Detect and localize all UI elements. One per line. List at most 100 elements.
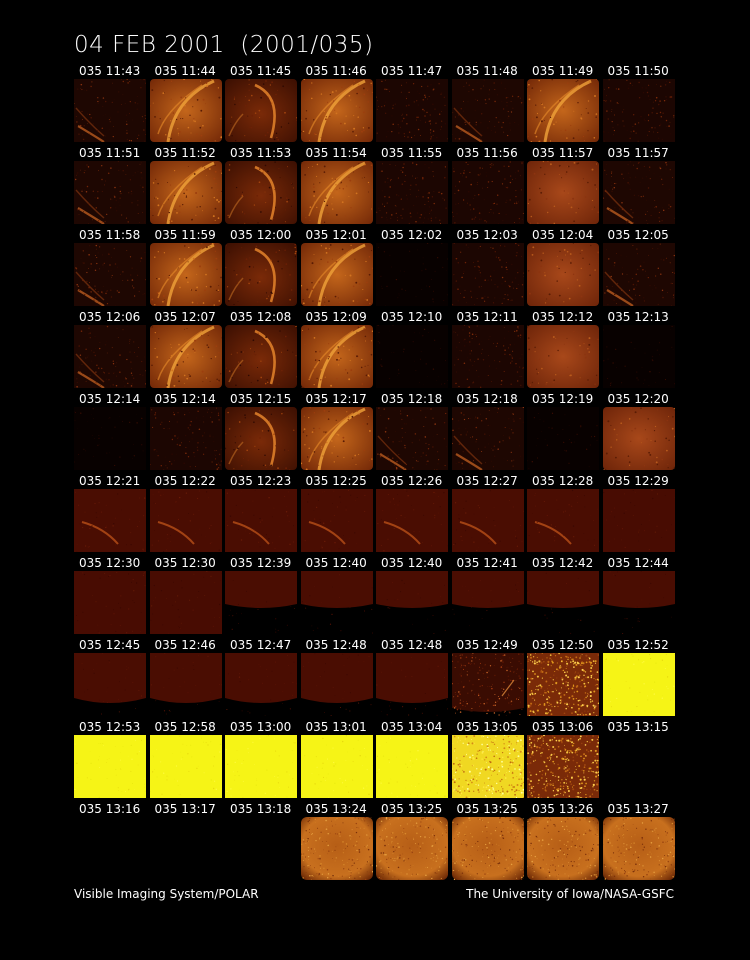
frame-timestamp: 035 12:40: [305, 556, 367, 570]
image-row: 035 13:16 035 13:17 035 13:18 035 13:24 035 …: [74, 801, 675, 883]
auroral-image-frame: [451, 79, 524, 142]
image-row: 035 12:06 035 12:07 035 12:08 035 12:09 035 …: [74, 309, 675, 391]
frame-timestamp: 035 12:40: [381, 556, 443, 570]
frame-timestamp: 035 12:09: [305, 310, 367, 324]
auroral-image-frame: [225, 407, 297, 470]
auroral-image-frame: [74, 79, 146, 142]
auroral-image-frame: [602, 161, 675, 224]
auroral-image-frame: [149, 735, 222, 798]
auroral-image-frame: [527, 653, 599, 716]
frame-timestamp: 035 12:22: [154, 474, 216, 488]
image-frame-cell: 035 11:53: [225, 145, 300, 227]
image-frame-cell: 035 12:46: [149, 637, 225, 719]
auroral-image-frame: [602, 243, 675, 306]
image-frame-cell: 035 11:49: [527, 63, 602, 145]
frame-timestamp: 035 11:46: [305, 64, 367, 78]
frame-timestamp: 035 12:42: [532, 556, 594, 570]
frame-timestamp: 035 12:18: [456, 392, 518, 406]
image-frame-cell: 035 11:59: [149, 227, 225, 309]
auroral-image-frame: [225, 243, 297, 306]
auroral-image-frame: [225, 817, 297, 880]
image-frame-cell: 035 12:06: [74, 309, 149, 391]
image-frame-cell: 035 13:27: [602, 801, 678, 883]
frame-timestamp: 035 13:05: [456, 720, 518, 734]
auroral-image-frame: [376, 243, 448, 306]
auroral-image-frame: [602, 571, 675, 634]
auroral-image-frame: [376, 407, 448, 470]
image-frame-cell: 035 12:17: [300, 391, 376, 473]
frame-timestamp: 035 12:52: [607, 638, 669, 652]
auroral-image-frame: [74, 243, 146, 306]
frame-timestamp: 035 12:17: [305, 392, 367, 406]
frame-timestamp: 035 13:26: [532, 802, 594, 816]
image-frame-cell: 035 12:11: [451, 309, 527, 391]
frame-timestamp: 035 12:03: [456, 228, 518, 242]
auroral-image-frame: [300, 817, 373, 880]
auroral-image-frame: [451, 571, 524, 634]
image-frame-cell: 035 12:49: [451, 637, 527, 719]
auroral-image-frame: [602, 817, 675, 880]
image-frame-cell: 035 13:01: [300, 719, 376, 801]
image-frame-cell: 035 13:24: [300, 801, 376, 883]
auroral-image-frame: [376, 325, 448, 388]
auroral-image-frame: [527, 735, 599, 798]
frame-timestamp: 035 11:58: [79, 228, 141, 242]
frame-timestamp: 035 12:44: [607, 556, 669, 570]
auroral-image-frame: [74, 407, 146, 470]
image-frame-cell: 035 12:39: [225, 555, 300, 637]
image-frame-cell: 035 12:40: [300, 555, 376, 637]
image-frame-cell: 035 12:44: [602, 555, 678, 637]
frame-timestamp: 035 12:47: [230, 638, 292, 652]
image-frame-cell: 035 12:04: [527, 227, 602, 309]
auroral-image-frame: [74, 653, 146, 716]
image-frame-cell: 035 12:30: [74, 555, 149, 637]
image-row: 035 12:45 035 12:46 035 12:47 035 12:48 035 …: [74, 637, 675, 719]
auroral-image-frame: [527, 407, 599, 470]
image-frame-cell: 035 12:18: [451, 391, 527, 473]
auroral-image-frame: [376, 735, 448, 798]
auroral-image-frame: [149, 161, 222, 224]
image-frame-cell: 035 12:13: [602, 309, 678, 391]
image-frame-cell: 035 11:46: [300, 63, 376, 145]
image-frame-cell: 035 12:03: [451, 227, 527, 309]
image-frame-cell: 035 12:52: [602, 637, 678, 719]
auroral-image-frame: [602, 653, 675, 716]
auroral-image-frame: [451, 489, 524, 552]
image-frame-cell: 035 12:14: [149, 391, 225, 473]
auroral-image-frame: [603, 735, 675, 798]
frame-timestamp: 035 11:49: [532, 64, 594, 78]
auroral-image-frame: [376, 79, 448, 142]
image-frame-cell: 035 12:15: [225, 391, 300, 473]
image-frame-cell: 035 12:09: [300, 309, 376, 391]
image-frame-cell: 035 11:47: [376, 63, 451, 145]
image-frame-cell: 035 12:02: [376, 227, 451, 309]
frame-timestamp: 035 12:23: [230, 474, 292, 488]
frame-timestamp: 035 13:18: [230, 802, 292, 816]
auroral-image-frame: [602, 325, 675, 388]
image-frame-cell: 035 13:15: [603, 719, 678, 801]
auroral-image-frame: [225, 653, 297, 716]
auroral-image-frame: [300, 161, 373, 224]
auroral-image-frame: [527, 489, 599, 552]
frame-timestamp: 035 12:30: [154, 556, 216, 570]
image-frame-cell: 035 12:23: [225, 473, 300, 555]
auroral-image-frame: [451, 161, 524, 224]
frame-timestamp: 035 11:57: [532, 146, 594, 160]
image-frame-cell: 035 12:48: [300, 637, 376, 719]
auroral-image-frame: [74, 817, 146, 880]
auroral-image-frame: [300, 653, 373, 716]
image-frame-cell: 035 12:08: [225, 309, 300, 391]
frame-timestamp: 035 11:45: [230, 64, 292, 78]
image-frame-cell: 035 13:25: [376, 801, 451, 883]
frame-timestamp: 035 12:00: [230, 228, 292, 242]
frame-timestamp: 035 13:27: [607, 802, 669, 816]
frame-timestamp: 035 12:39: [230, 556, 292, 570]
image-frame-cell: 035 12:00: [225, 227, 300, 309]
auroral-image-frame: [300, 735, 373, 798]
image-frame-cell: 035 13:05: [451, 719, 527, 801]
auroral-image-frame: [451, 817, 524, 880]
image-frame-cell: 035 12:28: [527, 473, 602, 555]
auroral-image-frame: [527, 817, 599, 880]
frame-timestamp: 035 11:54: [305, 146, 367, 160]
frame-timestamp: 035 11:44: [154, 64, 216, 78]
